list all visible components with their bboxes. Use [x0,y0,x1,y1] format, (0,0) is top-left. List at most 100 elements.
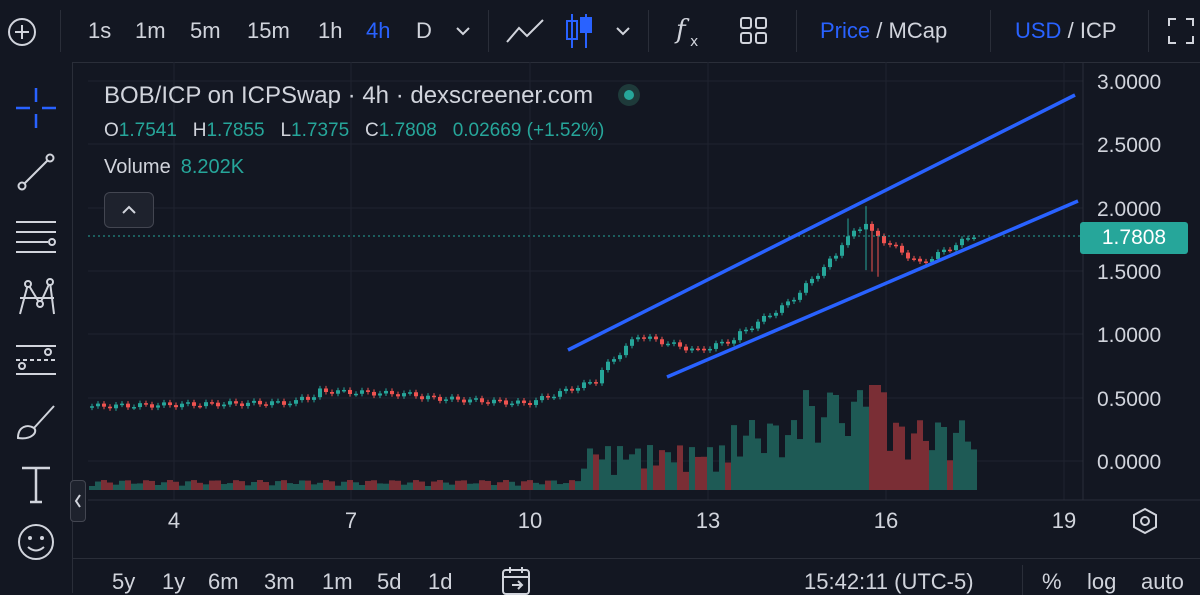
volume-bar [533,482,539,490]
volume-bar [383,483,389,490]
candle-body [90,406,94,408]
interval-5m[interactable]: 5m [190,18,221,43]
volume-bar [95,481,101,490]
volume-bar [185,481,191,490]
usd-option[interactable]: USD [1015,18,1062,43]
volume-bar [623,459,629,490]
legend-collapse-button[interactable] [104,192,154,228]
range-1m[interactable]: 1m [322,569,353,594]
fx-icon[interactable]: f x [674,12,706,50]
interval-1h[interactable]: 1h [318,18,343,43]
candle-body [354,393,358,396]
fib-icon[interactable] [12,212,60,260]
channel-lower-line[interactable] [666,199,1079,379]
volume-bar [707,447,713,490]
interval-4h[interactable]: 4h [366,18,391,43]
volume-bar [539,484,545,490]
status-dot-icon [617,83,640,106]
line-chart-icon[interactable] [505,16,545,46]
interval-15m[interactable]: 15m [247,18,290,43]
candle-body [126,403,130,408]
volume-bar [107,482,113,490]
log-scale-toggle[interactable]: log [1087,569,1117,594]
candle-body [792,299,796,302]
auto-scale-toggle[interactable]: auto [1141,569,1184,594]
range-6m[interactable]: 6m [208,569,239,594]
channel-upper-line[interactable] [567,93,1076,352]
percent-scale-toggle[interactable]: % [1042,569,1062,594]
candle-body [486,402,490,404]
volume-bar [971,449,977,490]
volume-bar [809,406,815,490]
volume-bar [467,483,473,490]
candles-icon[interactable] [563,12,595,50]
forecast-icon[interactable] [12,336,60,384]
fullscreen-icon[interactable] [1166,16,1196,46]
volume-bar [371,480,377,490]
range-1d[interactable]: 1d [428,569,453,594]
volume-bar [785,435,791,490]
clock-timezone[interactable]: 15:42:11 (UTC-5) [804,569,974,594]
range-5y[interactable]: 5y [112,569,136,594]
currency-toggle[interactable]: USD / ICP [1015,16,1117,46]
chevron-down-icon[interactable] [612,20,634,42]
volume-bar [677,445,683,490]
icp-option[interactable]: ICP [1079,18,1117,43]
candle-body [162,402,166,406]
candle-body [780,305,784,313]
range-5d[interactable]: 5d [377,569,402,594]
calendar-range-icon[interactable] [500,565,532,595]
candle-body [558,391,562,397]
candle-body [312,397,316,400]
text-icon[interactable] [12,460,60,508]
candle-body [702,348,706,351]
volume-bar [779,457,785,490]
candle-body [198,405,202,408]
volume-bar [167,480,173,490]
trendline-icon[interactable] [12,148,60,196]
range-3m[interactable]: 3m [264,569,295,594]
candle-body [642,337,646,339]
chevron-left-icon [74,494,81,508]
candle-body [972,237,976,240]
price-option[interactable]: Price [820,18,871,43]
candle-body [516,400,520,404]
price-mcap-toggle[interactable]: Price / MCap [820,16,947,46]
legend-title: BOB/ICP on ICPSwap · 4h · dexscreener.co… [104,82,640,110]
settings-hex-icon[interactable] [1130,506,1160,536]
candle-body [936,252,940,260]
crosshair-icon[interactable] [12,84,60,132]
chevron-up-icon [122,205,136,214]
add-icon[interactable] [6,16,38,48]
interval-1s[interactable]: 1s [88,18,112,43]
brush-icon[interactable] [12,398,60,446]
emoji-icon[interactable] [12,518,60,566]
drawing-toolbar [0,62,86,593]
candle-body [330,392,334,394]
layout-grid-icon[interactable] [738,16,770,46]
interval-d[interactable]: D [416,18,432,43]
candle-body [612,359,616,362]
volume-bar [503,480,509,490]
volume-bar [947,460,953,490]
time-axis[interactable]: 4 7 10 13 16 19 [168,508,1076,533]
candle-body [186,402,190,404]
volume-bar [491,485,497,490]
interval-1m[interactable]: 1m [135,18,166,43]
last-price-tag: 1.7808 [1080,222,1188,254]
range-1y[interactable]: 1y [162,569,186,594]
candle-body [546,396,550,398]
price-axis[interactable]: 3.0000 2.5000 2.0000 1.5000 1.0000 0.5000 0.00… [1097,71,1161,474]
candle-body [228,401,232,405]
mcap-option[interactable]: MCap [888,18,948,43]
candle-body [426,395,430,400]
candle-body [630,339,634,346]
volume-bar [581,468,587,490]
chevron-down-icon[interactable] [452,20,474,42]
candle-body [282,401,286,405]
time-tick-label: 7 [345,508,357,533]
pattern-icon[interactable] [12,274,60,322]
toolbar-collapse-handle[interactable] [70,480,86,522]
volume-bar [497,482,503,490]
